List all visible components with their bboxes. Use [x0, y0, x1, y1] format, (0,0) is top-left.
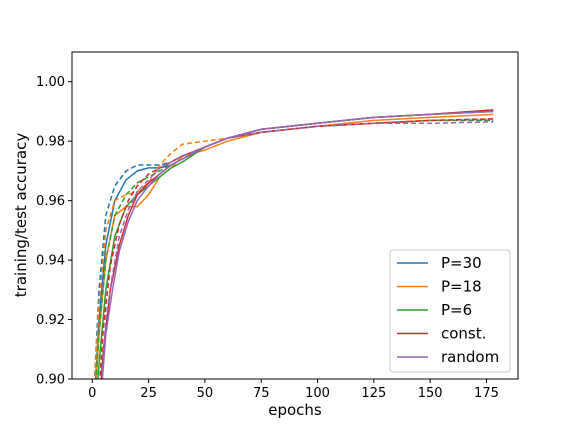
series-line-10: [101, 121, 494, 379]
legend-label-4: const.: [441, 325, 486, 343]
y-tick-label: 0.90: [36, 373, 65, 388]
y-tick-label: 0.98: [36, 135, 65, 150]
y-tick-label: 0.96: [36, 194, 65, 209]
y-axis-ticks: 0.90 0.92 0.94 0.96 0.98 1.00: [36, 75, 72, 388]
plot-frame: [71, 51, 519, 380]
series-line-4: [94, 118, 494, 379]
x-tick-label: 150: [418, 386, 443, 401]
series-line-8: [99, 118, 494, 379]
legend-label-5: random: [441, 348, 499, 366]
x-tick-label: 175: [474, 386, 499, 401]
x-tick-label: 100: [305, 386, 330, 401]
x-tick-label: 125: [361, 386, 386, 401]
x-axis-ticks: 0 25 50 75 100 125 150 175: [88, 379, 499, 401]
series-layer: [93, 109, 494, 379]
x-tick-label: 25: [140, 386, 157, 401]
y-tick-label: 0.94: [36, 254, 65, 269]
legend-label-2: P=18: [441, 278, 482, 296]
legend-label-3: P=6: [441, 301, 472, 319]
y-tick-label: 1.00: [36, 75, 65, 90]
x-tick-label: 75: [253, 386, 270, 401]
x-axis-label: epochs: [268, 401, 322, 419]
y-tick-label: 0.92: [36, 313, 65, 328]
legend: P=30 P=18 P=6 const. random: [389, 249, 511, 373]
x-tick-label: 0: [88, 386, 96, 401]
y-axis-label: training/test accuracy: [12, 133, 30, 298]
x-tick-label: 50: [197, 386, 214, 401]
legend-label-1: P=30: [441, 254, 482, 272]
series-line-9: [101, 110, 494, 379]
legend-box: [389, 249, 511, 373]
